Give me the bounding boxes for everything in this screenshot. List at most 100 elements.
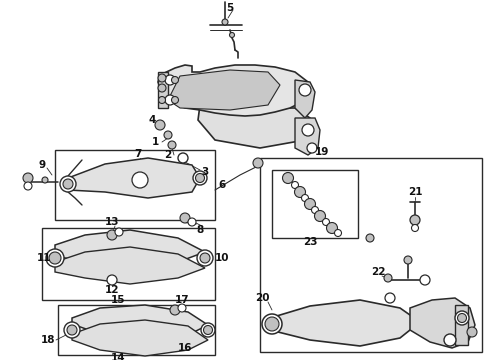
Circle shape bbox=[155, 120, 165, 130]
Circle shape bbox=[467, 327, 477, 337]
Text: 10: 10 bbox=[215, 253, 229, 263]
Text: 8: 8 bbox=[196, 225, 204, 235]
Circle shape bbox=[24, 182, 32, 190]
Text: 17: 17 bbox=[175, 295, 189, 305]
Polygon shape bbox=[158, 72, 168, 108]
Circle shape bbox=[158, 84, 166, 92]
Circle shape bbox=[193, 171, 207, 185]
Circle shape bbox=[107, 230, 117, 240]
Text: 16: 16 bbox=[178, 343, 192, 353]
Polygon shape bbox=[455, 305, 468, 345]
Bar bbox=[55, 150, 215, 220]
Circle shape bbox=[132, 172, 148, 188]
Text: 23: 23 bbox=[303, 237, 317, 247]
Circle shape bbox=[301, 194, 309, 202]
Circle shape bbox=[203, 325, 213, 334]
Circle shape bbox=[385, 293, 395, 303]
Text: 21: 21 bbox=[408, 187, 422, 197]
Circle shape bbox=[294, 186, 305, 198]
Circle shape bbox=[188, 218, 196, 226]
Text: 15: 15 bbox=[111, 295, 125, 305]
Bar bbox=[58, 305, 215, 355]
Polygon shape bbox=[158, 65, 308, 116]
Bar bbox=[42, 228, 215, 300]
Circle shape bbox=[420, 275, 430, 285]
Polygon shape bbox=[68, 158, 200, 198]
Polygon shape bbox=[270, 300, 420, 346]
Bar bbox=[260, 158, 482, 352]
Circle shape bbox=[404, 256, 412, 264]
Text: 13: 13 bbox=[105, 217, 119, 227]
Circle shape bbox=[444, 334, 456, 346]
Circle shape bbox=[23, 173, 33, 183]
Text: 4: 4 bbox=[148, 115, 156, 125]
Circle shape bbox=[197, 250, 213, 266]
Circle shape bbox=[67, 325, 77, 335]
Bar bbox=[272, 170, 358, 238]
Text: 2: 2 bbox=[164, 150, 171, 160]
Text: 19: 19 bbox=[315, 147, 329, 157]
Circle shape bbox=[201, 323, 215, 337]
Polygon shape bbox=[198, 105, 310, 148]
Circle shape bbox=[312, 207, 318, 213]
Text: 9: 9 bbox=[38, 160, 46, 170]
Circle shape bbox=[283, 172, 294, 184]
Circle shape bbox=[304, 198, 316, 210]
Polygon shape bbox=[168, 70, 280, 110]
Circle shape bbox=[292, 181, 298, 189]
Circle shape bbox=[384, 274, 392, 282]
Circle shape bbox=[366, 234, 374, 242]
Circle shape bbox=[168, 141, 176, 149]
Circle shape bbox=[172, 96, 178, 104]
Text: 22: 22 bbox=[371, 267, 385, 277]
Circle shape bbox=[265, 317, 279, 331]
Circle shape bbox=[222, 19, 228, 25]
Circle shape bbox=[335, 230, 342, 237]
Circle shape bbox=[412, 225, 418, 231]
Circle shape bbox=[455, 311, 469, 325]
Circle shape bbox=[172, 77, 178, 84]
Circle shape bbox=[302, 124, 314, 136]
Circle shape bbox=[49, 252, 61, 264]
Circle shape bbox=[458, 314, 466, 323]
Circle shape bbox=[60, 176, 76, 192]
Circle shape bbox=[322, 219, 329, 225]
Circle shape bbox=[46, 249, 64, 267]
Circle shape bbox=[170, 305, 180, 315]
Polygon shape bbox=[295, 80, 315, 118]
Text: 3: 3 bbox=[201, 167, 209, 177]
Text: 5: 5 bbox=[226, 3, 234, 13]
Circle shape bbox=[107, 275, 117, 285]
Circle shape bbox=[64, 322, 80, 338]
Circle shape bbox=[180, 213, 190, 223]
Text: 20: 20 bbox=[255, 293, 269, 303]
Polygon shape bbox=[72, 320, 208, 356]
Circle shape bbox=[164, 131, 172, 139]
Circle shape bbox=[315, 211, 325, 221]
Circle shape bbox=[253, 158, 263, 168]
Polygon shape bbox=[55, 247, 205, 284]
Circle shape bbox=[165, 75, 175, 85]
Text: 18: 18 bbox=[41, 335, 55, 345]
Circle shape bbox=[262, 314, 282, 334]
Circle shape bbox=[178, 304, 186, 312]
Text: 7: 7 bbox=[134, 149, 142, 159]
Circle shape bbox=[229, 32, 235, 37]
Circle shape bbox=[158, 96, 166, 104]
Polygon shape bbox=[55, 230, 205, 268]
Circle shape bbox=[165, 95, 175, 105]
Polygon shape bbox=[72, 305, 208, 340]
Text: 14: 14 bbox=[111, 353, 125, 360]
Text: 6: 6 bbox=[219, 180, 225, 190]
Circle shape bbox=[200, 253, 210, 263]
Polygon shape bbox=[295, 118, 320, 155]
Circle shape bbox=[410, 215, 420, 225]
Circle shape bbox=[178, 153, 188, 163]
Text: 11: 11 bbox=[37, 253, 51, 263]
Circle shape bbox=[42, 177, 48, 183]
Text: 1: 1 bbox=[151, 137, 159, 147]
Circle shape bbox=[299, 84, 311, 96]
Circle shape bbox=[307, 143, 317, 153]
Circle shape bbox=[115, 228, 123, 236]
Circle shape bbox=[63, 179, 73, 189]
